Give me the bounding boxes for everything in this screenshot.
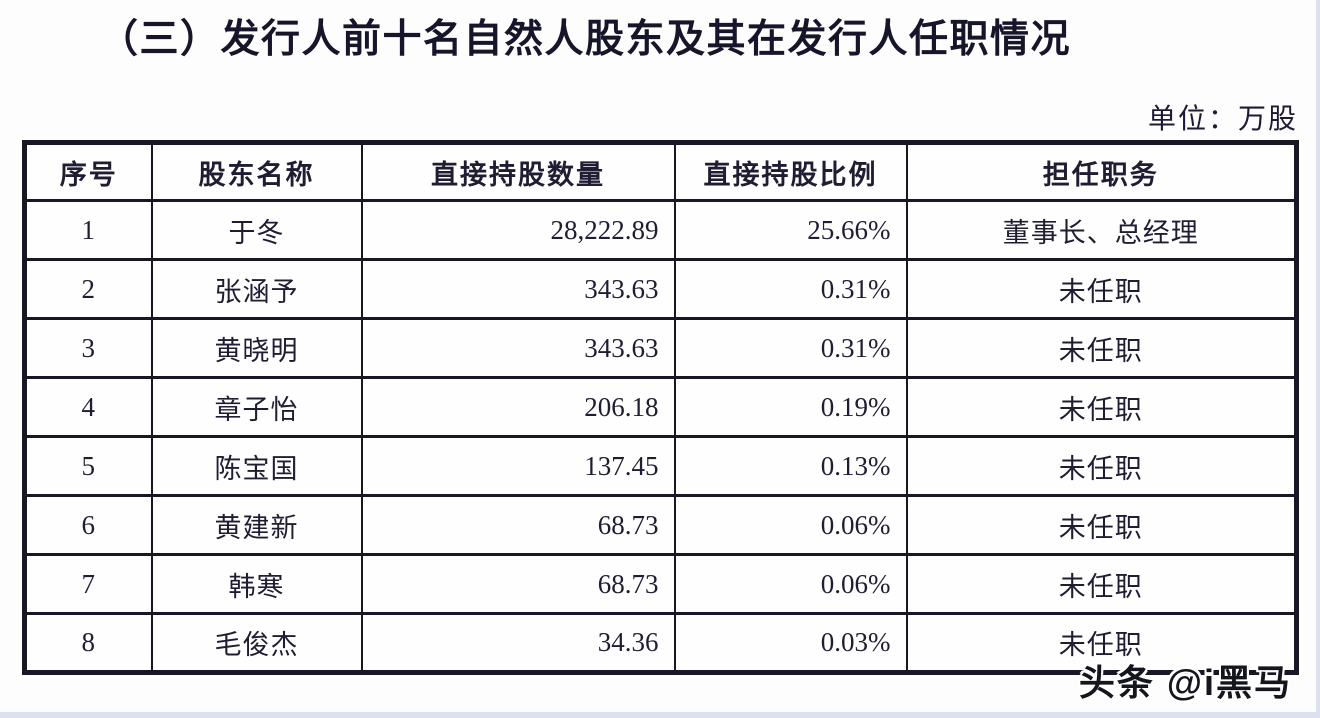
table-row: 6 黄建新 68.73 0.06% 未任职	[23, 494, 1298, 556]
table-row: 3 黄晓明 343.63 0.31% 未任职	[23, 317, 1298, 379]
toutiao-watermark: 头条 @i黑马	[1078, 662, 1292, 703]
cell-position-held: 未任职	[905, 553, 1298, 615]
table-row: 1 于冬 28,222.89 25.66% 董事长、总经理	[23, 199, 1298, 261]
cell-shareholder-name: 黄建新	[150, 494, 363, 556]
cell-position-held: 未任职	[905, 317, 1298, 379]
cell-shareholding-ratio: 0.06%	[673, 494, 908, 556]
cell-shareholder-name: 于冬	[150, 199, 363, 261]
cell-position-held: 未任职	[905, 494, 1298, 556]
cell-shares-held: 343.63	[360, 258, 676, 320]
cell-serial-number: 7	[23, 553, 153, 615]
cell-shareholder-name: 章子怡	[150, 376, 363, 438]
cell-position-held: 董事长、总经理	[905, 199, 1298, 261]
cell-shares-held: 34.36	[360, 612, 676, 674]
cell-serial-number: 5	[23, 435, 153, 497]
cell-serial-number: 6	[23, 494, 153, 556]
cell-position-held: 未任职	[905, 258, 1298, 320]
cell-shares-held: 68.73	[360, 553, 676, 615]
cell-serial-number: 1	[23, 199, 153, 261]
cell-shareholder-name: 韩寒	[150, 553, 363, 615]
cell-shares-held: 343.63	[360, 317, 676, 379]
table-row: 8 毛俊杰 34.36 0.03% 未任职	[23, 612, 1298, 674]
unit-label: 单位：万股	[1147, 104, 1298, 135]
cell-shareholder-name: 张涵予	[150, 258, 363, 320]
table-row: 4 章子怡 206.18 0.19% 未任职	[23, 376, 1298, 438]
cell-shares-held: 28,222.89	[360, 199, 676, 261]
header-shareholding-ratio: 直接持股比例	[673, 141, 908, 202]
cell-shareholder-name: 陈宝国	[150, 435, 363, 497]
header-shareholder-name: 股东名称	[150, 141, 363, 202]
table-row: 2 张涵予 343.63 0.31% 未任职	[23, 258, 1298, 320]
cell-shareholding-ratio: 25.66%	[673, 199, 908, 261]
cell-position-held: 未任职	[905, 376, 1298, 438]
header-serial-number: 序号	[23, 141, 153, 202]
cell-serial-number: 8	[23, 612, 153, 674]
cell-shares-held: 137.45	[360, 435, 676, 497]
cell-shareholding-ratio: 0.31%	[673, 258, 908, 320]
cell-serial-number: 3	[23, 317, 153, 379]
cell-shares-held: 206.18	[360, 376, 676, 438]
cell-position-held: 未任职	[905, 612, 1298, 674]
cell-shares-held: 68.73	[360, 494, 676, 556]
header-shares-held: 直接持股数量	[360, 141, 676, 202]
cell-serial-number: 4	[23, 376, 153, 438]
header-position-held: 担任职务	[905, 141, 1298, 202]
section-title: （三）发行人前十名自然人股东及其在发行人任职情况	[99, 18, 1072, 61]
cell-serial-number: 2	[23, 258, 153, 320]
cell-shareholding-ratio: 0.03%	[673, 612, 908, 674]
cell-shareholding-ratio: 0.31%	[673, 317, 908, 379]
cell-shareholding-ratio: 0.19%	[673, 376, 908, 438]
cell-shareholder-name: 黄晓明	[150, 317, 363, 379]
table-header-row: 序号 股东名称 直接持股数量 直接持股比例 担任职务	[23, 141, 1298, 202]
cell-shareholder-name: 毛俊杰	[150, 612, 363, 674]
table-body: 1 于冬 28,222.89 25.66% 董事长、总经理 2 张涵予 343.63 0.31%…	[23, 199, 1298, 674]
cell-shareholding-ratio: 0.06%	[673, 553, 908, 615]
table-row: 7 韩寒 68.73 0.06% 未任职	[23, 553, 1298, 615]
cell-position-held: 未任职	[905, 435, 1298, 497]
cell-shareholding-ratio: 0.13%	[673, 435, 908, 497]
table-row: 5 陈宝国 137.45 0.13% 未任职	[23, 435, 1298, 497]
shareholders-table: 序号 股东名称 直接持股数量 直接持股比例 担任职务 1 于冬 28,222.89 2…	[22, 140, 1299, 675]
